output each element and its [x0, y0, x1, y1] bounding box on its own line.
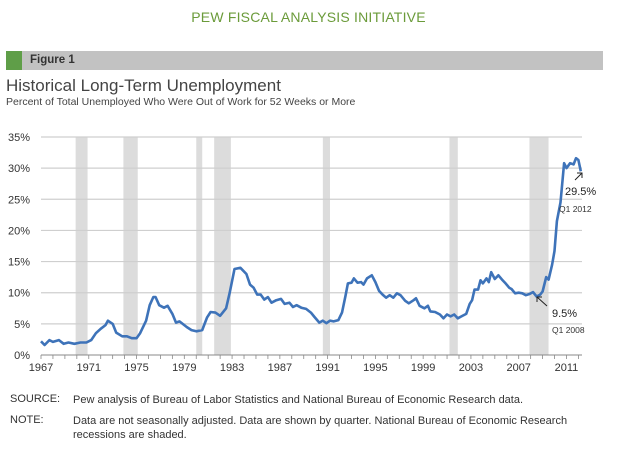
- y-tick-label: 10%: [8, 288, 30, 300]
- source-text: Pew analysis of Bureau of Labor Statisti…: [73, 394, 524, 406]
- y-tick-label: 15%: [8, 257, 30, 269]
- y-tick-label: 0%: [14, 350, 30, 362]
- x-tick-label: 2011: [555, 362, 579, 374]
- series-line: [40, 156, 583, 347]
- x-tick-label: 1971: [77, 362, 101, 374]
- arrow-icon: [574, 172, 583, 181]
- note-text: Data are not seasonally adjusted. Data a…: [73, 415, 568, 441]
- annotation-value: 9.5%: [552, 308, 577, 320]
- y-tick-label: 35%: [8, 132, 30, 144]
- recession-band: [449, 137, 458, 355]
- recession-band: [214, 137, 231, 355]
- figure-bar: Figure 1: [6, 51, 603, 70]
- recession-band: [75, 137, 88, 355]
- x-tick-label: 1975: [124, 362, 148, 374]
- source-label: SOURCE:: [10, 393, 61, 405]
- x-tick-label: 1987: [268, 362, 292, 374]
- x-tick-label: 1991: [315, 362, 339, 374]
- x-tick-label: 1999: [411, 362, 435, 374]
- x-tick-label: 1995: [363, 362, 387, 374]
- chart-subtitle: Percent of Total Unemployed Who Were Out…: [6, 96, 356, 108]
- annotation-value: 29.5%: [565, 186, 596, 198]
- x-tick-label: 1979: [172, 362, 196, 374]
- recession-band: [196, 137, 203, 355]
- org-header: PEW FISCAL ANALYSIS INITIATIVE: [191, 9, 426, 25]
- figure-label: Figure 1: [30, 54, 75, 66]
- x-tick-label: 1983: [220, 362, 244, 374]
- x-tick-label: 1967: [29, 362, 53, 374]
- x-tick-label: 2003: [459, 362, 483, 374]
- arrow-icon: [536, 296, 548, 307]
- y-tick-label: 30%: [8, 163, 30, 175]
- recession-band: [322, 137, 331, 355]
- x-tick-label: 2007: [506, 362, 530, 374]
- figure-accent-square: [6, 51, 22, 70]
- y-tick-label: 25%: [8, 194, 30, 206]
- annotation-period: Q1 2012: [559, 204, 592, 214]
- recession-band: [123, 137, 138, 355]
- recession-band: [529, 137, 549, 355]
- note-label: NOTE:: [10, 414, 44, 426]
- y-tick-label: 20%: [8, 225, 30, 237]
- annotation-period: Q1 2008: [552, 325, 585, 335]
- chart-title: Historical Long-Term Unemployment: [6, 76, 281, 95]
- y-tick-label: 5%: [14, 319, 30, 331]
